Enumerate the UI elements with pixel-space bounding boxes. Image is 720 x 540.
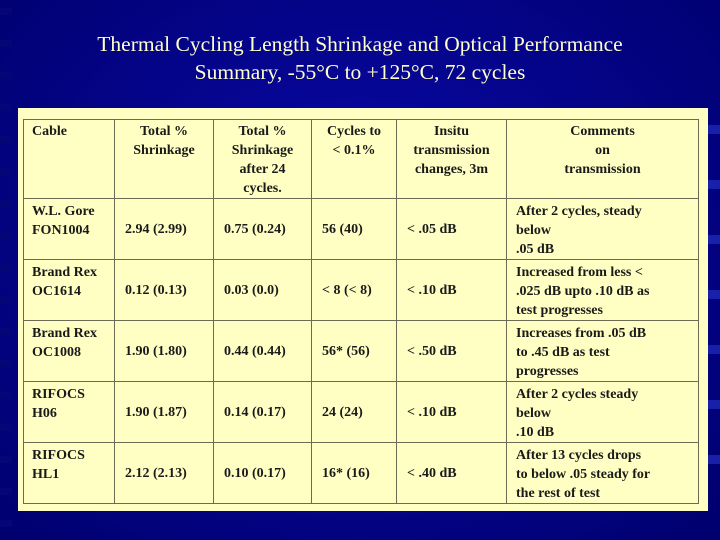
cell-total-shrinkage: 1.90 (1.80) [114, 320, 214, 382]
cell-cable: W.L. Gore FON1004 [23, 198, 115, 260]
cell-cycles: 56* (56) [311, 320, 397, 382]
table-row: RIFOCS HL1 2.12 (2.13) 0.10 (0.17) 16* (1… [23, 442, 699, 504]
cell-insitu: < .10 dB [396, 381, 507, 443]
header-cable: Cable [23, 119, 115, 199]
slide-title: Thermal Cycling Length Shrinkage and Opt… [0, 30, 720, 86]
cell-insitu: < .10 dB [396, 259, 507, 321]
cell-shrinkage-after-24: 0.44 (0.44) [213, 320, 312, 382]
cell-comment: Increased from less < .025 dB upto .10 dB… [506, 259, 699, 321]
cell-cable: RIFOCS HL1 [23, 442, 115, 504]
cell-total-shrinkage: 0.12 (0.13) [114, 259, 214, 321]
table-row: W.L. Gore FON1004 2.94 (2.99) 0.75 (0.24)… [23, 198, 699, 260]
cell-total-shrinkage: 1.90 (1.87) [114, 381, 214, 443]
table-row: RIFOCS H06 1.90 (1.87) 0.14 (0.17) 24 (24… [23, 381, 699, 443]
header-total-shrinkage: Total % Shrinkage [114, 119, 214, 199]
header-insitu: Insitu transmission changes, 3m [396, 119, 507, 199]
cell-total-shrinkage: 2.94 (2.99) [114, 198, 214, 260]
header-shrinkage-after-24: Total % Shrinkage after 24 cycles. [213, 119, 312, 199]
table-card: Cable Total % Shrinkage Total % Shrinkage a… [18, 108, 708, 511]
cell-insitu: < .50 dB [396, 320, 507, 382]
header-comments: Comments on transmission [506, 119, 699, 199]
table-header-row: Cable Total % Shrinkage Total % Shrinkage a… [23, 119, 699, 199]
cell-comment: After 2 cycles steady below .10 dB [506, 381, 699, 443]
left-decoration [0, 0, 12, 540]
summary-table: Cable Total % Shrinkage Total % Shrinkage a… [23, 119, 699, 504]
cell-insitu: < .40 dB [396, 442, 507, 504]
cell-comment: After 13 cycles drops to below .05 steady… [506, 442, 699, 504]
cell-cable: RIFOCS H06 [23, 381, 115, 443]
cell-cycles: 16* (16) [311, 442, 397, 504]
cell-shrinkage-after-24: 0.14 (0.17) [213, 381, 312, 443]
cell-shrinkage-after-24: 0.03 (0.0) [213, 259, 312, 321]
cell-insitu: < .05 dB [396, 198, 507, 260]
cell-total-shrinkage: 2.12 (2.13) [114, 442, 214, 504]
header-cycles: Cycles to < 0.1% [311, 119, 397, 199]
cell-shrinkage-after-24: 0.75 (0.24) [213, 198, 312, 260]
cell-shrinkage-after-24: 0.10 (0.17) [213, 442, 312, 504]
table-row: Brand Rex OC1614 0.12 (0.13) 0.03 (0.0) <… [23, 259, 699, 321]
cell-cable: Brand Rex OC1614 [23, 259, 115, 321]
right-decoration [696, 105, 720, 515]
cell-cable: Brand Rex OC1008 [23, 320, 115, 382]
cell-cycles: 24 (24) [311, 381, 397, 443]
cell-comment: Increases from .05 dB to .45 dB as test pr… [506, 320, 699, 382]
cell-comment: After 2 cycles, steady below .05 dB [506, 198, 699, 260]
slide-title-line-1: Thermal Cycling Length Shrinkage and Opt… [97, 32, 623, 56]
cell-cycles: < 8 (< 8) [311, 259, 397, 321]
cell-cycles: 56 (40) [311, 198, 397, 260]
table-row: Brand Rex OC1008 1.90 (1.80) 0.44 (0.44) … [23, 320, 699, 382]
slide-title-line-2: Summary, -55°C to +125°C, 72 cycles [194, 60, 526, 84]
